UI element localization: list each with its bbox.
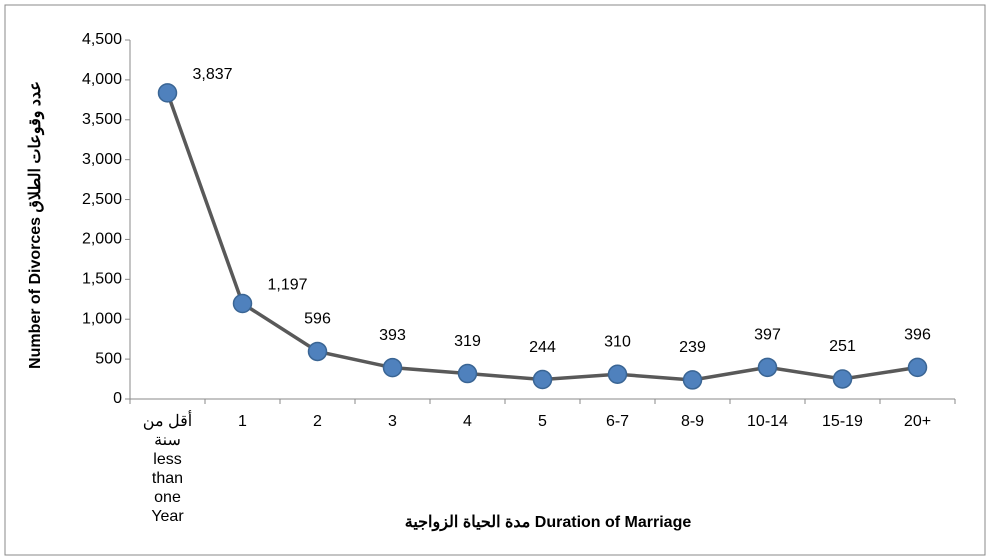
data-point bbox=[682, 370, 703, 390]
data-label: 596 bbox=[304, 311, 331, 328]
y-tick-label: 3,000 bbox=[82, 151, 122, 168]
x-tick-label: أقل من سنة less than one Year bbox=[142, 413, 193, 525]
data-label: 244 bbox=[529, 339, 556, 356]
data-point bbox=[157, 83, 178, 103]
y-tick-label: 4,000 bbox=[82, 71, 122, 88]
y-tick-label: 4,500 bbox=[82, 31, 122, 48]
y-tick-label: 0 bbox=[113, 390, 122, 407]
frame bbox=[4, 4, 986, 556]
data-label: 393 bbox=[379, 327, 406, 344]
x-tick-label: 8-9 bbox=[680, 413, 705, 430]
x-tick-label: 2 bbox=[313, 413, 322, 430]
data-point bbox=[832, 369, 853, 389]
data-label: 310 bbox=[604, 333, 631, 350]
data-point bbox=[382, 357, 403, 378]
data-point bbox=[757, 357, 778, 378]
data-label: 251 bbox=[829, 338, 856, 355]
series-line bbox=[165, 92, 918, 382]
data-label: 319 bbox=[454, 333, 481, 350]
data-point bbox=[232, 293, 253, 314]
x-tick-label: 4 bbox=[463, 413, 472, 430]
y-tick-label: 3,500 bbox=[82, 111, 122, 128]
data-point bbox=[907, 357, 928, 378]
data-label: 1,197 bbox=[267, 277, 307, 294]
x-tick-label: 3 bbox=[388, 413, 397, 430]
y-tick-label: 2,500 bbox=[82, 191, 122, 208]
data-label: 3,837 bbox=[192, 66, 232, 83]
data-point bbox=[457, 363, 478, 384]
y-tick-label: 1,500 bbox=[82, 271, 122, 288]
x-tick-label: 1 bbox=[238, 413, 247, 430]
y-tick-label: 2,000 bbox=[82, 231, 122, 248]
data-label: 239 bbox=[679, 339, 706, 356]
y-tick-label: 1,000 bbox=[82, 310, 122, 327]
x-tick-label: 20+ bbox=[903, 413, 932, 430]
y-tick-label: 500 bbox=[95, 350, 122, 367]
x-axis-title: مدة الحياة الزواجية Duration of Marriage bbox=[405, 514, 692, 532]
data-label: 396 bbox=[904, 327, 931, 344]
x-tick-label: 5 bbox=[538, 413, 547, 430]
data-point bbox=[532, 369, 553, 390]
y-axis-title: Number of Divorces عدد وقوعات الطلاق bbox=[27, 81, 45, 369]
x-tick-label: 10-14 bbox=[747, 413, 788, 430]
data-point bbox=[607, 364, 628, 385]
x-tick-label: 6-7 bbox=[605, 413, 630, 430]
data-label: 397 bbox=[754, 327, 781, 344]
x-tick-label: 15-19 bbox=[822, 413, 863, 430]
data-point bbox=[307, 341, 328, 362]
